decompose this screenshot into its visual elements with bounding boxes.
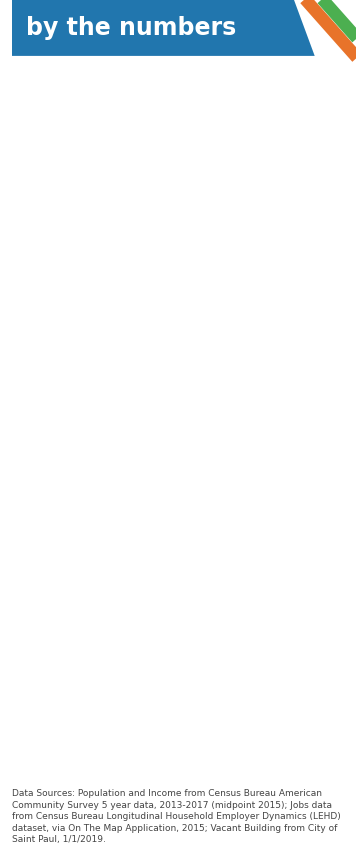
Text: up 43%: up 43%	[29, 139, 156, 169]
Text: 1. Health Care
   & Social Assistance: 1. Health Care & Social Assistance	[49, 415, 249, 456]
Text: 1,900: 1,900	[29, 81, 152, 119]
Text: vacant commercial
buildings (2019): vacant commercial buildings (2019)	[70, 718, 234, 759]
Text: 12,343: 12,343	[29, 235, 179, 273]
Text: $51,495: $51,495	[29, 555, 181, 587]
Text: 3. Wholesale Trade: 3. Wholesale Trade	[49, 497, 228, 515]
Text: over previous decade: over previous decade	[29, 350, 209, 368]
Text: jobs (2015): jobs (2015)	[29, 277, 123, 294]
Polygon shape	[12, 0, 315, 56]
Text: 1: 1	[29, 654, 56, 691]
Text: Data Sources: Population and Income from Census Bureau American
Community Survey: Data Sources: Population and Income from…	[12, 789, 340, 845]
Text: since 2000: since 2000	[29, 187, 120, 205]
Text: by the numbers: by the numbers	[26, 16, 236, 40]
Text: 0: 0	[29, 720, 56, 758]
Text: average
household income (2015): average household income (2015)	[201, 553, 356, 587]
Text: 2. Manufacturing: 2. Manufacturing	[49, 466, 210, 483]
Text: vacant residential
buildings (2019): vacant residential buildings (2019)	[70, 652, 224, 693]
Text: residents
(2015): residents (2015)	[173, 81, 255, 121]
Text: top 3 job sectors (2015): top 3 job sectors (2015)	[29, 383, 229, 401]
Text: up 33%: up 33%	[29, 306, 156, 335]
